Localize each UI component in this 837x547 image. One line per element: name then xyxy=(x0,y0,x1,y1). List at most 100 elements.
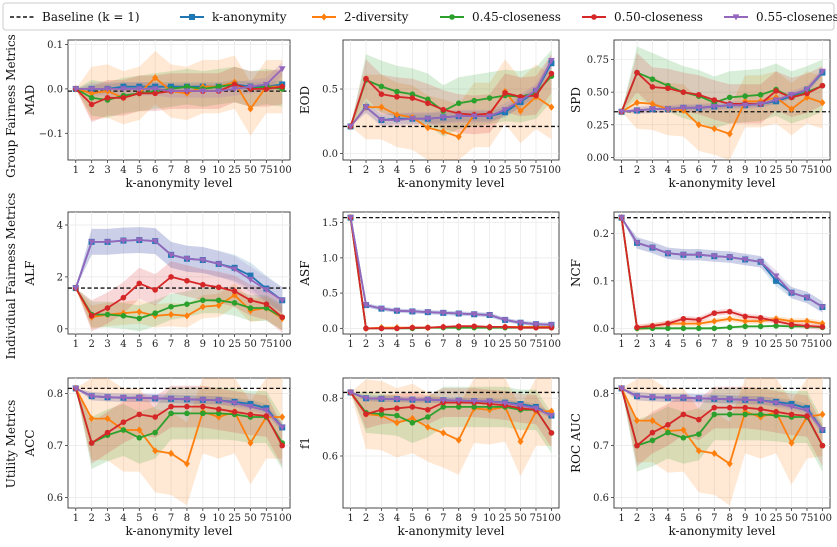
x-tick-label: 10 xyxy=(212,339,225,350)
point-c050 xyxy=(440,106,447,113)
point-c055 xyxy=(532,405,540,412)
point-c045 xyxy=(152,310,158,317)
x-tick-label: 2 xyxy=(363,165,369,176)
point-c055 xyxy=(393,396,401,403)
point-c055 xyxy=(649,394,656,401)
x-tick-label: 6 xyxy=(152,165,158,176)
x-tick-label: 75 xyxy=(801,165,814,176)
point-c055 xyxy=(424,309,432,316)
legend-label-baseline: Baseline (k = 1) xyxy=(42,10,140,24)
x-tick-label: 4 xyxy=(394,513,400,524)
x-tick-label: 50 xyxy=(785,513,798,524)
point-c050 xyxy=(279,83,286,90)
point-c045 xyxy=(757,323,764,330)
series-line-c055 xyxy=(75,387,283,429)
legend-frame xyxy=(2,2,835,31)
point-c055 xyxy=(424,116,432,123)
point-c050 xyxy=(152,414,158,420)
point-c055 xyxy=(679,395,687,402)
point-div2 xyxy=(711,317,718,325)
y-tick-label: 4 xyxy=(57,220,63,231)
x-tick-label: 100 xyxy=(813,339,832,350)
point-c055 xyxy=(231,400,238,407)
x-tick-label: 50 xyxy=(514,339,527,350)
point-c055 xyxy=(695,395,703,402)
x-axis-label-acc: k-anonymity level xyxy=(125,524,232,538)
point-c055 xyxy=(424,397,432,404)
x-tick-label: 10 xyxy=(212,513,225,524)
point-div2 xyxy=(819,319,826,328)
point-c050 xyxy=(394,405,400,412)
point-c055 xyxy=(664,250,672,257)
panel-acc: 1 2 3 4 5 6 7 8 9 10 25 50 75 100 0.6 0.7 0.8 ACC k-anonym… xyxy=(23,377,292,538)
y-axis-label-spd: SPD xyxy=(569,87,583,113)
x-tick-label: 50 xyxy=(514,513,527,524)
point-c045 xyxy=(184,301,190,307)
point-c055 xyxy=(726,102,734,109)
x-tick-label: 2 xyxy=(363,513,369,524)
point-c055 xyxy=(772,400,780,407)
point-c055 xyxy=(120,86,127,93)
x-tick-label: 6 xyxy=(696,339,702,350)
point-c050 xyxy=(634,69,640,76)
band-div2 xyxy=(621,378,823,506)
point-c050 xyxy=(649,429,656,436)
point-c050 xyxy=(409,324,416,331)
x-tick-label: 75 xyxy=(530,339,543,350)
point-div2 xyxy=(183,312,190,320)
point-c055 xyxy=(819,304,826,311)
series-line-div2 xyxy=(75,387,283,466)
point-c055 xyxy=(726,396,734,403)
row-label-group: Group Fairness Metrics xyxy=(4,34,18,178)
point-div2 xyxy=(726,130,733,138)
point-c050 xyxy=(136,280,143,287)
point-c055 xyxy=(788,92,795,99)
point-c055 xyxy=(726,254,734,261)
y-tick-label: 0.6 xyxy=(593,493,609,504)
point-c055 xyxy=(501,400,509,407)
point-c045 xyxy=(152,429,158,436)
x-tick-label: 5 xyxy=(409,165,415,176)
y-tick-label: 0.1 xyxy=(593,276,609,287)
point-c050 xyxy=(88,440,95,446)
point-c055 xyxy=(455,113,463,120)
x-tick-label: 25 xyxy=(499,339,512,350)
point-c050 xyxy=(455,323,462,330)
x-tick-label: 100 xyxy=(273,339,292,350)
point-c050 xyxy=(184,277,190,284)
x-tick-label: 1 xyxy=(347,339,353,350)
point-c055 xyxy=(135,237,143,244)
legend-label-c045: 0.45-closeness xyxy=(472,10,561,24)
point-c055 xyxy=(532,87,540,94)
point-div2 xyxy=(517,107,524,115)
point-div2 xyxy=(409,414,416,423)
point-c055 xyxy=(183,256,191,263)
point-div2 xyxy=(649,100,656,108)
x-tick-label: 9 xyxy=(200,165,206,176)
point-c045 xyxy=(200,297,206,304)
x-tick-label: 7 xyxy=(440,165,446,176)
x-tick-label: 50 xyxy=(244,513,257,524)
y-axis-label-mad: MAD xyxy=(23,85,37,116)
point-c055 xyxy=(695,252,703,259)
series-line-div2 xyxy=(349,90,552,138)
point-c045 xyxy=(136,315,143,322)
x-tick-label: 7 xyxy=(168,165,174,176)
point-c050 xyxy=(680,316,687,322)
series-line-c050 xyxy=(75,275,283,318)
x-tick-label: 4 xyxy=(120,513,126,524)
point-c050 xyxy=(757,315,764,321)
x-tick-label: 5 xyxy=(680,339,686,350)
legend-marker-div2 xyxy=(321,13,327,21)
x-tick-label: 5 xyxy=(136,165,142,176)
point-c055 xyxy=(199,397,207,404)
y-tick-label: 0.5 xyxy=(322,289,338,300)
point-c050 xyxy=(425,100,431,107)
panel-mad: 1 2 3 4 5 6 7 8 9 10 25 50 75 100 −0.1 0.0 0.1 MAD k-anony… xyxy=(23,39,292,190)
x-tick-label: 1 xyxy=(73,339,79,350)
y-tick-label: 0 xyxy=(57,324,63,335)
x-tick-label: 3 xyxy=(378,339,384,350)
point-c045 xyxy=(215,410,222,417)
point-div2 xyxy=(247,439,254,447)
y-tick-label: 0.5 xyxy=(322,85,338,96)
